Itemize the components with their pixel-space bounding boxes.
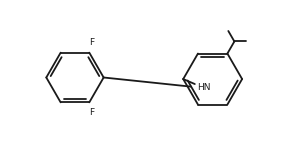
Text: HN: HN	[197, 84, 211, 93]
Text: F: F	[89, 108, 94, 117]
Text: F: F	[89, 38, 94, 47]
